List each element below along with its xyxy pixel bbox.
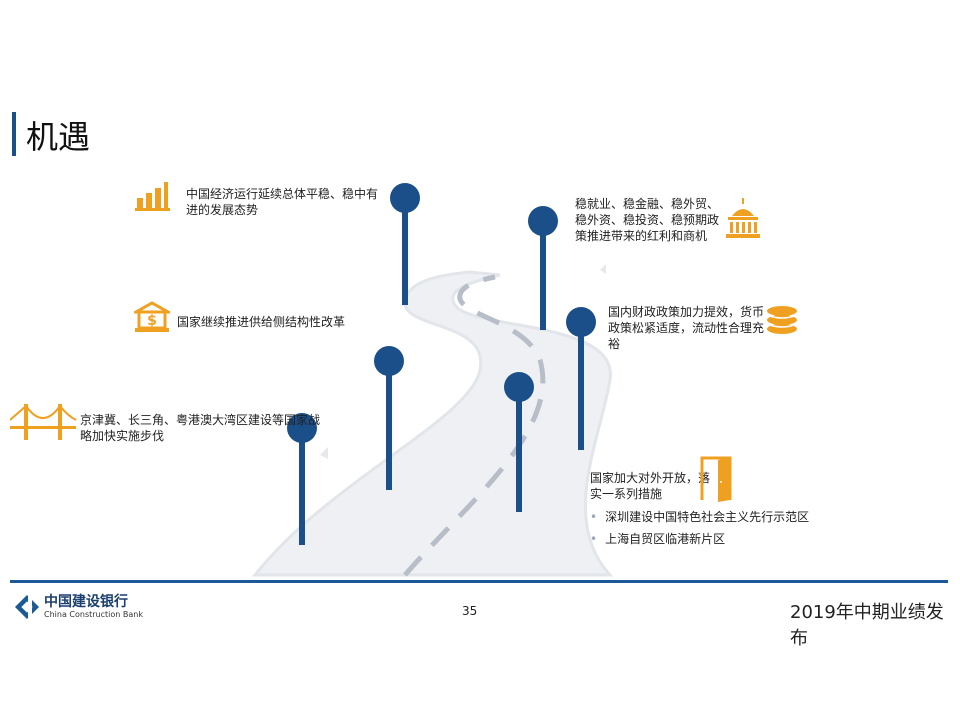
- item-text: 中国经济运行延续总体平稳、稳中有进的发展态势: [186, 187, 379, 217]
- ccb-logo-icon: [15, 595, 39, 619]
- door-icon: [700, 456, 732, 508]
- map-pin-head: [374, 346, 404, 376]
- event-title: 2019年中期业绩发布: [790, 602, 944, 649]
- page-number: 35: [462, 604, 478, 618]
- map-pin: [578, 322, 584, 450]
- item-text: 国内财政政策加力提效，货币政策松紧适度，流动性合理充裕: [608, 305, 765, 351]
- coins-icon: [766, 306, 798, 342]
- map-pin: [299, 428, 305, 545]
- capitol-building-icon: [724, 198, 762, 244]
- map-pin-head: [504, 372, 534, 402]
- item-text: 京津冀、长三角、粤港澳大湾区建设等国家战略加快实施步伐: [80, 413, 321, 443]
- bullet-item: 上海自贸区临港新片区: [590, 530, 725, 547]
- map-pin-head: [390, 183, 420, 213]
- map-pin-head: [566, 307, 596, 337]
- map-pin: [386, 361, 392, 490]
- footer-divider: [10, 580, 948, 583]
- logo-cn: 中国建设银行: [44, 594, 128, 610]
- item-text: 国家加大对外开放，落实一系列措施: [590, 471, 711, 501]
- bar-chart-icon: [135, 180, 171, 216]
- item-text: 国家继续推进供给侧结构性改革: [177, 315, 346, 329]
- map-pin-head: [287, 413, 317, 443]
- page-title: 机遇: [26, 118, 91, 156]
- ccb-logo: 中国建设银行 China Construction Bank: [14, 594, 143, 620]
- bridge-icon: [9, 402, 78, 446]
- title-accent-bar: [12, 112, 16, 156]
- map-pin-head: [528, 206, 558, 236]
- logo-en: China Construction Bank: [44, 610, 143, 619]
- map-pin: [516, 387, 522, 512]
- bank-dollar-icon: $: [130, 300, 174, 338]
- item-text: 稳就业、稳金融、稳外贸、稳外资、稳投资、稳预期政策推进带来的红利和商机: [575, 197, 720, 243]
- bullet-item: 深圳建设中国特色社会主义先行示范区: [590, 508, 809, 525]
- svg-text:$: $: [147, 313, 157, 329]
- map-pin: [540, 221, 546, 330]
- map-pin: [402, 198, 408, 305]
